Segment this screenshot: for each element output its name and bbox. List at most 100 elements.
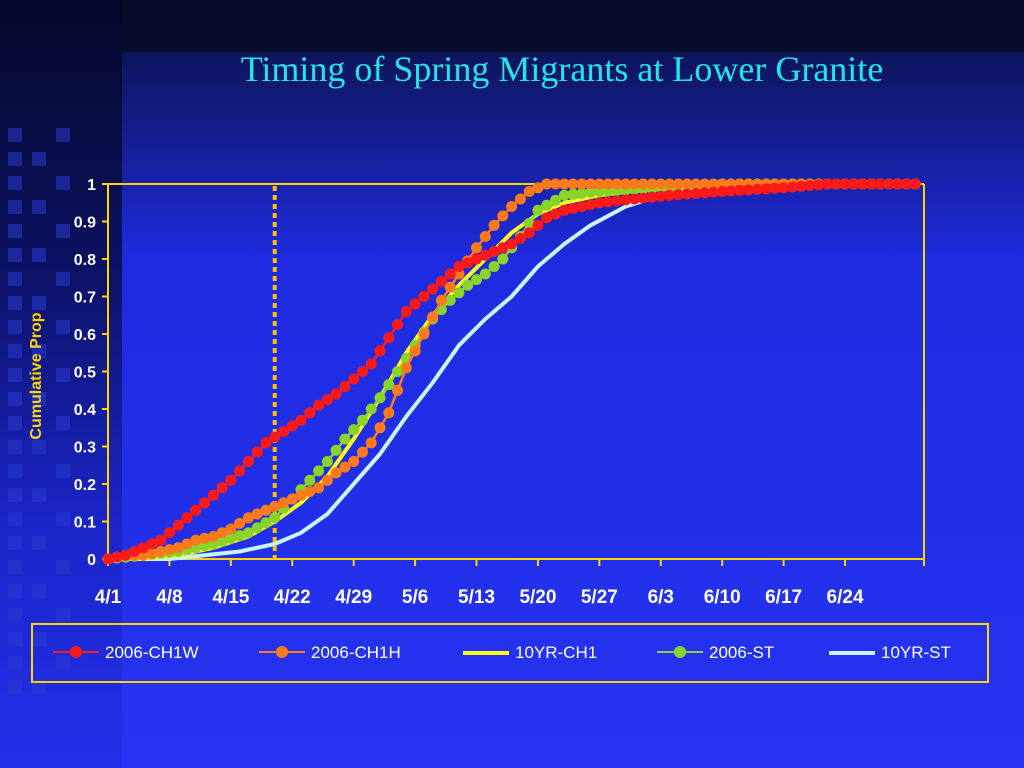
- series-point-2006-st: [523, 217, 535, 229]
- legend-line: [463, 651, 509, 655]
- series-point-2006-ch1h: [269, 501, 281, 512]
- series-point-2006-st: [488, 261, 500, 272]
- legend-swatch: [463, 645, 509, 661]
- series-point-2006-ch1w: [146, 538, 158, 550]
- series-point-2006-ch1h: [155, 546, 167, 557]
- series-point-2006-ch1h: [216, 527, 228, 539]
- series-point-2006-st: [462, 279, 474, 291]
- legend-marker: [276, 646, 288, 658]
- series-point-2006-ch1h: [190, 534, 202, 546]
- series-point-2006-st: [479, 268, 491, 280]
- series-point-2006-ch1h: [234, 517, 246, 529]
- x-tick-label: 4/22: [274, 587, 311, 608]
- series-point-2006-ch1w: [155, 534, 167, 546]
- series-point-2006-ch1w: [760, 183, 772, 195]
- series-point-2006-ch1w: [207, 489, 219, 501]
- series-point-2006-ch1w: [857, 178, 869, 190]
- series-point-2006-ch1w: [462, 257, 474, 269]
- series-point-2006-ch1h: [313, 482, 325, 494]
- series-point-2006-ch1w: [778, 182, 790, 194]
- series-point-2006-ch1w: [813, 179, 825, 191]
- series-point-2006-ch1h: [435, 294, 447, 306]
- series-point-2006-ch1w: [795, 180, 807, 192]
- series-point-2006-ch1h: [550, 178, 561, 190]
- chart-series: [102, 178, 921, 565]
- series-point-2006-ch1w: [769, 182, 781, 194]
- decor-square: [8, 152, 22, 166]
- series-point-2006-st: [321, 456, 333, 467]
- decor-square: [8, 632, 22, 646]
- series-point-2006-st: [313, 465, 325, 477]
- series-point-2006-ch1w: [830, 178, 842, 190]
- series-point-2006-ch1w: [172, 519, 184, 531]
- legend-label: 2006-CH1H: [311, 643, 401, 662]
- decor-square: [56, 320, 70, 334]
- series-point-2006-st: [234, 530, 246, 542]
- decor-square: [56, 128, 70, 142]
- decor-square: [8, 512, 22, 526]
- series-point-2006-st: [225, 532, 237, 544]
- series-point-2006-ch1w: [874, 178, 886, 190]
- legend-item: 2006-CH1W: [53, 625, 199, 681]
- series-point-2006-ch1h: [541, 178, 553, 190]
- series-point-2006-ch1w: [892, 178, 904, 190]
- decor-square: [8, 440, 22, 454]
- series-point-2006-ch1h: [163, 544, 175, 556]
- series-point-2006-st: [444, 294, 456, 306]
- series-point-2006-ch1h: [629, 178, 640, 190]
- x-tick-label: 4/15: [212, 587, 249, 608]
- series-point-2006-ch1h: [593, 178, 605, 190]
- series-point-2006-ch1w: [488, 246, 500, 257]
- series-point-2006-ch1h: [251, 508, 263, 520]
- decor-square: [56, 560, 70, 574]
- series-point-2006-st: [541, 199, 553, 211]
- series-point-2006-ch1w: [585, 199, 597, 211]
- series-point-2006-ch1h: [339, 461, 351, 473]
- x-tick-label: 6/3: [648, 587, 674, 608]
- series-point-2006-st: [260, 517, 272, 529]
- legend-swatch: [259, 645, 305, 661]
- x-tick-label: 6/24: [827, 587, 864, 608]
- series-point-2006-ch1w: [865, 178, 877, 190]
- series-point-2006-ch1w: [576, 201, 588, 212]
- series-point-2006-ch1w: [400, 306, 412, 317]
- series-point-2006-ch1w: [620, 194, 632, 206]
- series-point-2006-ch1w: [602, 196, 614, 208]
- decor-square: [32, 200, 46, 214]
- series-point-2006-ch1h: [418, 328, 430, 340]
- series-point-2006-ch1h: [690, 178, 702, 190]
- series-point-2006-ch1h: [655, 178, 667, 190]
- decor-square: [8, 608, 22, 622]
- decor-square: [56, 368, 70, 382]
- series-point-2006-st: [383, 379, 395, 391]
- series-point-2006-ch1w: [348, 373, 360, 385]
- decor-square: [8, 272, 22, 286]
- series-point-2006-st: [576, 187, 588, 199]
- series-point-2006-ch1w: [128, 546, 140, 557]
- migration-chart: 0 0.1 0.2 0.3 0.4 0.5 0.6 0.7 0.8 0.9 1 4/1 4/8 4/15 4…: [28, 177, 925, 608]
- y-tick-label: 0.1: [74, 515, 96, 532]
- series-point-2006-ch1h: [523, 186, 535, 197]
- decor-square: [8, 368, 22, 382]
- series-point-2006-st: [550, 194, 561, 206]
- series-point-2006-ch1h: [576, 178, 588, 190]
- legend-label: 2006-ST: [709, 643, 775, 662]
- series-point-2006-ch1w: [392, 319, 403, 331]
- series-point-2006-ch1w: [374, 345, 386, 357]
- decor-square: [56, 464, 70, 478]
- series-point-2006-ch1w: [751, 183, 763, 195]
- series-point-2006-ch1w: [321, 394, 333, 406]
- series-point-2006-ch1h: [664, 178, 675, 190]
- decor-square: [32, 488, 46, 502]
- series-point-2006-ch1w: [716, 186, 728, 197]
- series-point-2006-st: [392, 366, 403, 377]
- decor-square: [8, 248, 22, 262]
- series-point-2006-ch1w: [286, 420, 298, 432]
- y-tick-label: 1: [87, 177, 96, 194]
- series-point-2006-ch1w: [514, 232, 526, 244]
- series-point-2006-st: [216, 535, 228, 547]
- decor-square: [56, 176, 70, 190]
- series-point-2006-ch1h: [558, 178, 570, 190]
- decor-square: [32, 152, 46, 166]
- series-point-2006-ch1w: [269, 431, 281, 443]
